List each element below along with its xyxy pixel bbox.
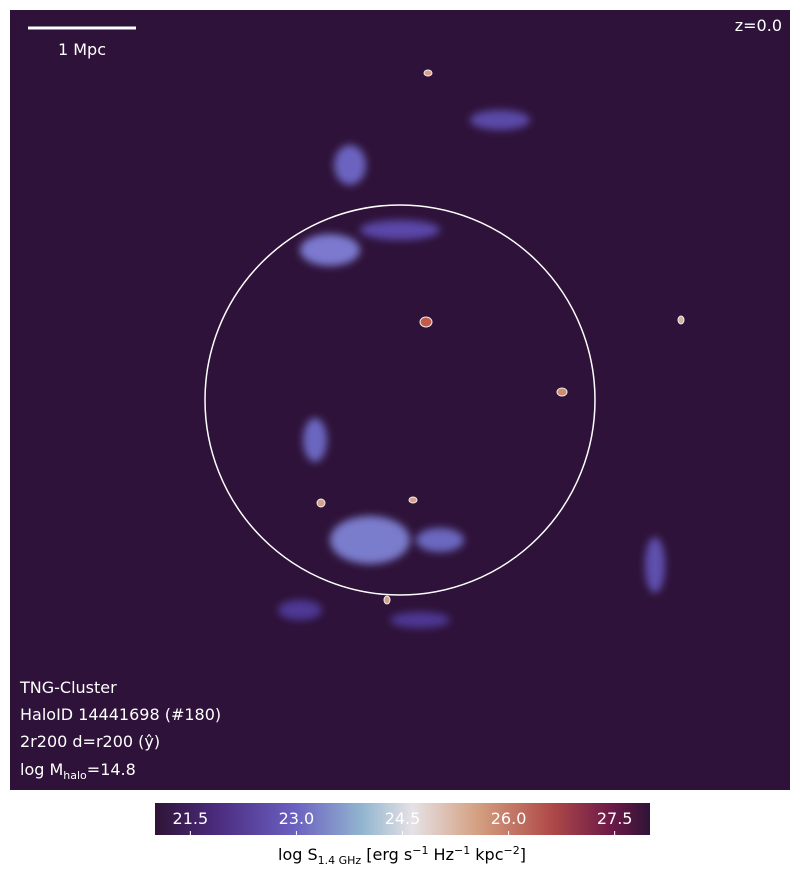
text: Hz [428,845,454,864]
colorbar-tick-label: 23.0 [279,809,315,828]
annotation: HaloID 14441698 (#180) [20,705,221,724]
superscript: −1 [454,844,470,857]
scale-label: 1 Mpc [58,40,106,59]
annotation: 2r200 d=r200 (ŷ) [20,732,160,751]
r200-circle [204,204,596,596]
colorbar-tick-label: 26.0 [491,809,527,828]
colorbar-tick-label: 27.5 [597,809,633,828]
annotation: TNG-Cluster [19,678,117,697]
colorbar [155,803,650,835]
text: log S [278,845,318,864]
text: ] [520,845,526,864]
text: [erg s [361,845,412,864]
text: =14.8 [87,760,136,779]
colorbar-tick-label: 21.5 [173,809,209,828]
mass-label: log Mhalo=14.8 [20,760,136,782]
colorbar-label: log S1.4 GHz [erg s−1 Hz−1 kpc−2] [278,844,526,867]
subscript: 1.4 GHz [318,854,362,867]
hotspots [316,69,685,605]
emission [278,110,665,628]
text: kpc [470,845,503,864]
text: log M [20,760,63,779]
redshift: z=0.0 [735,16,782,35]
map-background [10,10,790,790]
subscript: halo [63,769,87,782]
colorbar-tick-label: 24.5 [385,809,421,828]
superscript: −2 [504,844,520,857]
superscript: −1 [412,844,428,857]
